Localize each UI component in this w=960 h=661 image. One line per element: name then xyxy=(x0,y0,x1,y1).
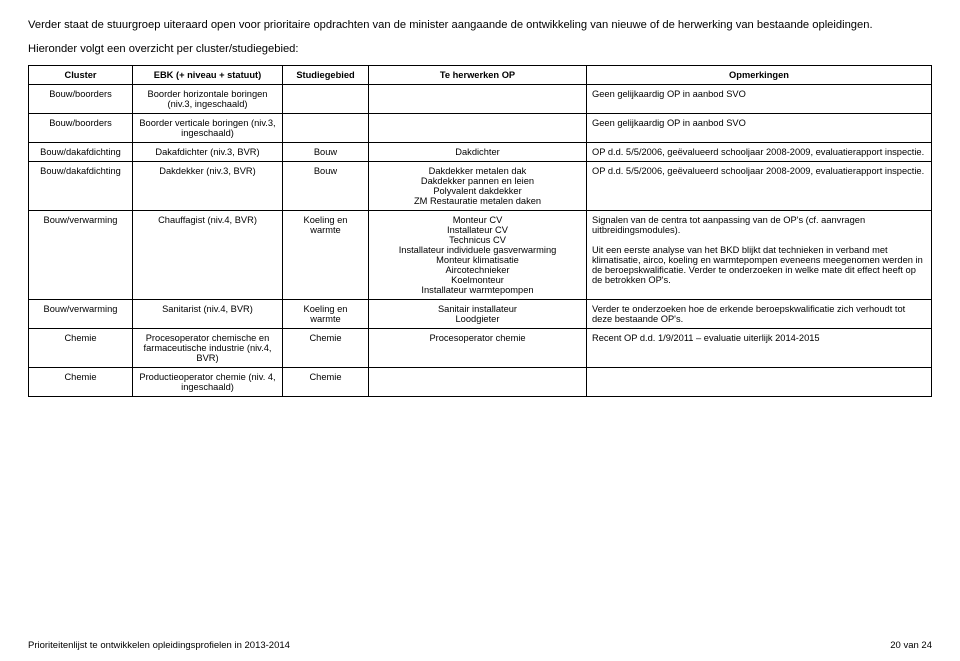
page: Verder staat de stuurgroep uiteraard ope… xyxy=(0,0,960,661)
cell-cluster: Bouw/verwarming xyxy=(29,300,133,329)
cell-ebk: Boorder verticale boringen (niv.3, inges… xyxy=(133,114,283,143)
cell-cluster: Bouw/verwarming xyxy=(29,211,133,300)
cell-cluster: Bouw/dakafdichting xyxy=(29,162,133,211)
cell-cluster: Bouw/boorders xyxy=(29,85,133,114)
th-cluster: Cluster xyxy=(29,66,133,85)
table-row: Bouw/dakafdichting Dakdekker (niv.3, BVR… xyxy=(29,162,932,211)
cell-te-herwerken: Dakdichter xyxy=(369,143,587,162)
table-row: Chemie Productieoperator chemie (niv. 4,… xyxy=(29,368,932,397)
table-row: Bouw/boorders Boorder horizontale boring… xyxy=(29,85,932,114)
table-row: Bouw/boorders Boorder verticale boringen… xyxy=(29,114,932,143)
intro-paragraph: Verder staat de stuurgroep uiteraard ope… xyxy=(28,18,932,33)
cell-ebk: Sanitarist (niv.4, BVR) xyxy=(133,300,283,329)
cell-studiegebied xyxy=(283,114,369,143)
cell-te-herwerken xyxy=(369,85,587,114)
subheading: Hieronder volgt een overzicht per cluste… xyxy=(28,43,932,55)
cell-te-herwerken: Dakdekker metalen dakDakdekker pannen en… xyxy=(369,162,587,211)
cell-ebk: Dakafdichter (niv.3, BVR) xyxy=(133,143,283,162)
cell-ebk: Boorder horizontale boringen (niv.3, ing… xyxy=(133,85,283,114)
cell-opmerkingen: Verder te onderzoeken hoe de erkende ber… xyxy=(587,300,932,329)
cell-ebk: Dakdekker (niv.3, BVR) xyxy=(133,162,283,211)
overview-table: Cluster EBK (+ niveau + statuut) Studieg… xyxy=(28,65,932,397)
cell-studiegebied: Koeling en warmte xyxy=(283,211,369,300)
cell-opmerkingen: Geen gelijkaardig OP in aanbod SVO xyxy=(587,85,932,114)
cell-opmerkingen: OP d.d. 5/5/2006, geëvalueerd schooljaar… xyxy=(587,143,932,162)
cell-cluster: Bouw/dakafdichting xyxy=(29,143,133,162)
footer-page: 20 van 24 xyxy=(890,640,932,651)
cell-ebk: Procesoperator chemische en farmaceutisc… xyxy=(133,329,283,368)
cell-ebk: Chauffagist (niv.4, BVR) xyxy=(133,211,283,300)
cell-opmerkingen: Recent OP d.d. 1/9/2011 – evaluatie uite… xyxy=(587,329,932,368)
th-studiegebied: Studiegebied xyxy=(283,66,369,85)
table-row: Bouw/verwarming Sanitarist (niv.4, BVR) … xyxy=(29,300,932,329)
cell-opmerkingen: Signalen van de centra tot aanpassing va… xyxy=(587,211,932,300)
cell-studiegebied: Koeling en warmte xyxy=(283,300,369,329)
th-opmerkingen: Opmerkingen xyxy=(587,66,932,85)
footer-title: Prioriteitenlijst te ontwikkelen opleidi… xyxy=(28,640,290,651)
cell-studiegebied: Bouw xyxy=(283,143,369,162)
cell-opmerkingen: OP d.d. 5/5/2006, geëvalueerd schooljaar… xyxy=(587,162,932,211)
cell-te-herwerken: Monteur CVInstallateur CVTechnicus CVIns… xyxy=(369,211,587,300)
cell-studiegebied: Chemie xyxy=(283,368,369,397)
cell-studiegebied: Chemie xyxy=(283,329,369,368)
table-header-row: Cluster EBK (+ niveau + statuut) Studieg… xyxy=(29,66,932,85)
cell-te-herwerken: Sanitair installateurLoodgieter xyxy=(369,300,587,329)
cell-te-herwerken xyxy=(369,368,587,397)
cell-studiegebied: Bouw xyxy=(283,162,369,211)
cell-opmerkingen xyxy=(587,368,932,397)
cell-opmerkingen: Geen gelijkaardig OP in aanbod SVO xyxy=(587,114,932,143)
table-row: Chemie Procesoperator chemische en farma… xyxy=(29,329,932,368)
cell-te-herwerken xyxy=(369,114,587,143)
cell-te-herwerken: Procesoperator chemie xyxy=(369,329,587,368)
table-row: Bouw/dakafdichting Dakafdichter (niv.3, … xyxy=(29,143,932,162)
page-footer: Prioriteitenlijst te ontwikkelen opleidi… xyxy=(28,640,932,651)
cell-studiegebied xyxy=(283,85,369,114)
th-ebk: EBK (+ niveau + statuut) xyxy=(133,66,283,85)
th-te-herwerken: Te herwerken OP xyxy=(369,66,587,85)
cell-cluster: Chemie xyxy=(29,368,133,397)
cell-cluster: Bouw/boorders xyxy=(29,114,133,143)
table-row: Bouw/verwarming Chauffagist (niv.4, BVR)… xyxy=(29,211,932,300)
cell-ebk: Productieoperator chemie (niv. 4, ingesc… xyxy=(133,368,283,397)
cell-cluster: Chemie xyxy=(29,329,133,368)
